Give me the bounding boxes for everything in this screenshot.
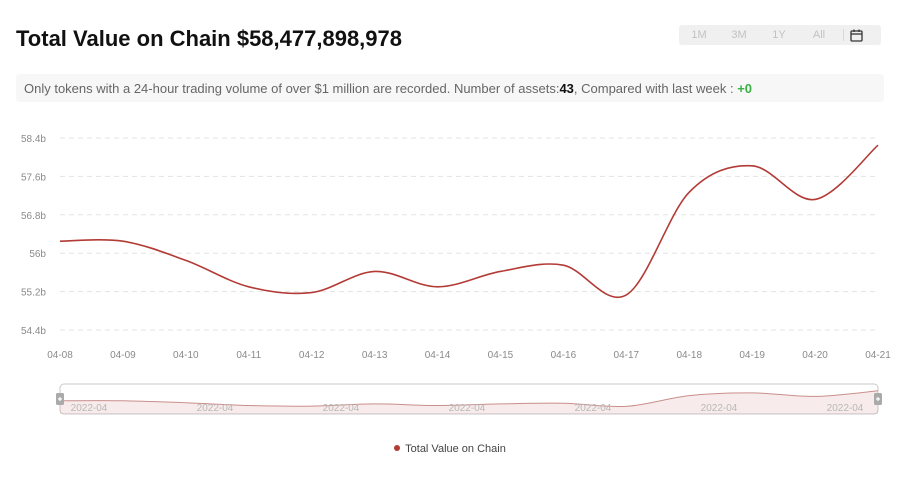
x-tick-label: 04-13 bbox=[362, 350, 388, 361]
range-3m-button[interactable]: 3M bbox=[731, 29, 747, 41]
range-1m-button[interactable]: 1M bbox=[691, 29, 707, 41]
x-tick-label: 04-18 bbox=[676, 350, 702, 361]
y-tick-label: 54.4b bbox=[21, 326, 46, 337]
time-range-selector: 1M 3M 1Y All bbox=[679, 25, 881, 45]
zoom-handle-right[interactable] bbox=[874, 393, 882, 405]
y-tick-label: 58.4b bbox=[21, 134, 46, 145]
chart-legend[interactable]: Total Value on Chain bbox=[0, 443, 900, 455]
y-tick-label: 56b bbox=[29, 249, 46, 260]
x-tick-label: 04-16 bbox=[551, 350, 577, 361]
x-tick-label: 04-21 bbox=[865, 350, 891, 361]
x-tick-label: 04-14 bbox=[425, 350, 451, 361]
x-tick-label: 04-15 bbox=[488, 350, 514, 361]
x-tick-label: 04-12 bbox=[299, 350, 325, 361]
zoom-slider-label: 2022-04 bbox=[197, 403, 234, 414]
header: Total Value on Chain $58,477,898,978 1M … bbox=[16, 24, 884, 56]
zoom-slider-area bbox=[60, 390, 878, 414]
zoom-slider-line bbox=[59, 390, 879, 408]
zoom-slider-label: 2022-04 bbox=[449, 403, 486, 414]
legend-label: Total Value on Chain bbox=[405, 443, 506, 455]
line-chart: 58.4b 57.6b 56.8b 56b 55.2b 54.4b 04-08 04-09 04… bbox=[21, 134, 891, 415]
x-tick-label: 04-10 bbox=[173, 350, 199, 361]
x-tick-label: 04-08 bbox=[47, 350, 73, 361]
x-tick-label: 04-20 bbox=[802, 350, 828, 361]
x-tick-label: 04-11 bbox=[236, 350, 261, 361]
zoom-slider-label: 2022-04 bbox=[575, 403, 612, 414]
page-title: Total Value on Chain $58,477,898,978 bbox=[16, 26, 402, 51]
calendar-icon[interactable] bbox=[844, 25, 868, 45]
zoom-slider-label: 2022-04 bbox=[701, 403, 738, 414]
legend-marker bbox=[394, 445, 401, 452]
y-tick-label: 56.8b bbox=[21, 211, 46, 222]
y-tick-label: 55.2b bbox=[21, 288, 46, 299]
x-tick-label: 04-09 bbox=[110, 350, 136, 361]
info-bar: Only tokens with a 24-hour trading volum… bbox=[16, 74, 884, 102]
weekly-change: +0 bbox=[737, 80, 753, 96]
zoom-handle-left[interactable] bbox=[56, 393, 64, 405]
asset-count: 43 bbox=[559, 80, 574, 96]
zoom-slider-label: 2022-04 bbox=[827, 403, 864, 414]
zoom-slider-label: 2022-04 bbox=[71, 403, 108, 414]
x-tick-label: 04-17 bbox=[614, 350, 640, 361]
range-all-button[interactable]: All bbox=[812, 29, 826, 41]
zoom-slider-label: 2022-04 bbox=[323, 403, 360, 414]
range-divider bbox=[843, 29, 844, 41]
series-line bbox=[59, 144, 879, 298]
info-text: Only tokens with a 24-hour trading volum… bbox=[24, 80, 560, 96]
x-tick-label: 04-19 bbox=[739, 350, 765, 361]
y-tick-label: 57.6b bbox=[21, 172, 46, 183]
info-text-compare: , Compared with last week : bbox=[573, 80, 738, 96]
range-1y-button[interactable]: 1Y bbox=[772, 29, 786, 41]
